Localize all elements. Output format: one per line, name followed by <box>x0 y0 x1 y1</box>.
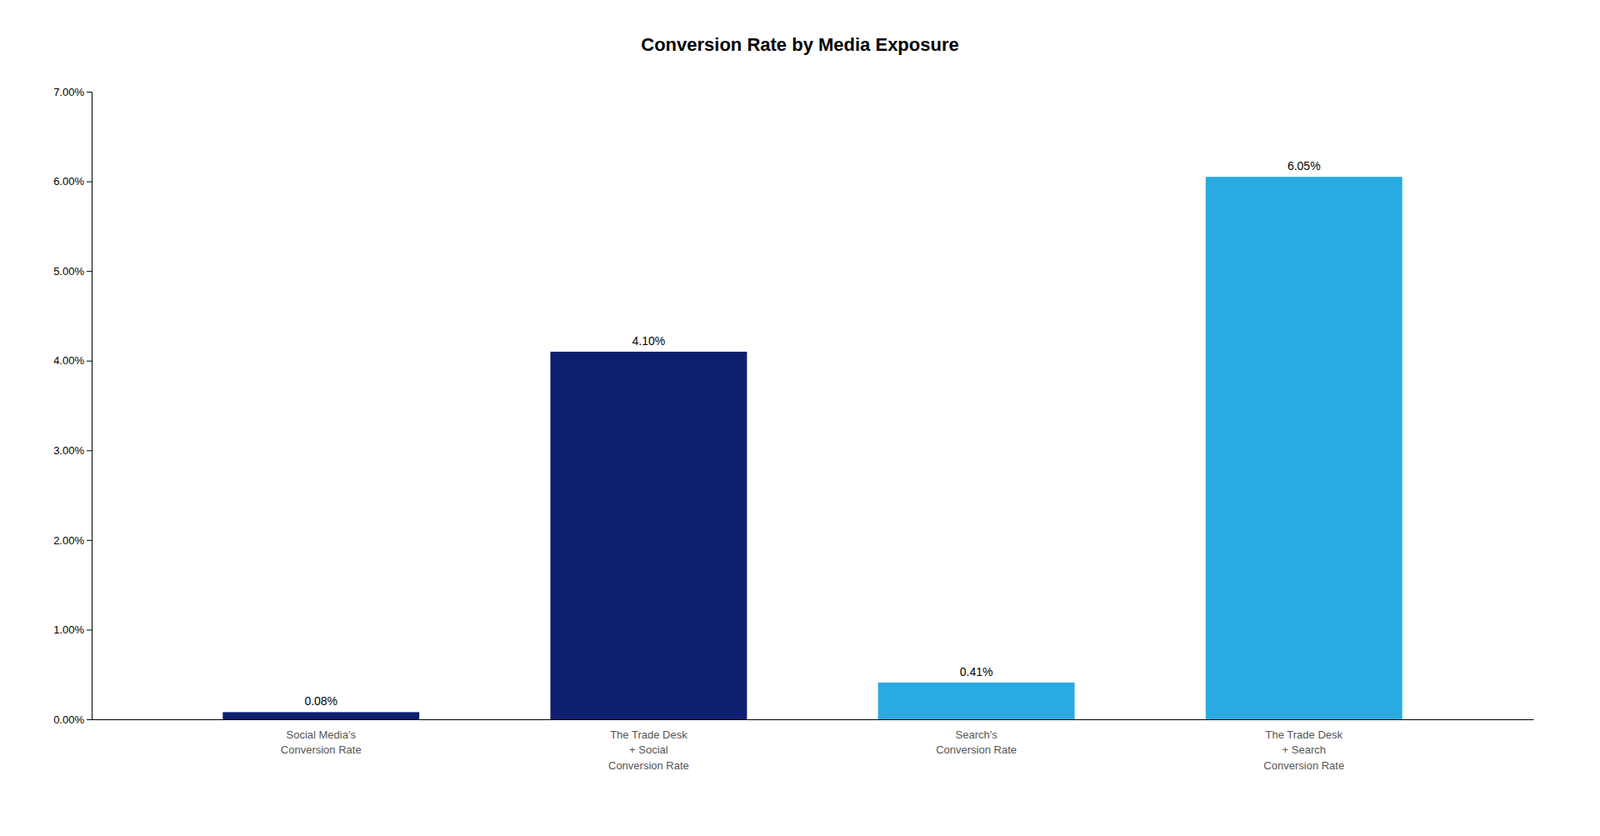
x-tick-label-line: Conversion Rate <box>608 759 690 772</box>
y-tick-mark <box>86 360 92 362</box>
x-tick-label-line: Conversion Rate <box>280 743 362 756</box>
y-tick-mark <box>86 450 92 451</box>
bar <box>1205 176 1403 720</box>
x-tick: The Trade Desk + Social Conversion Rate <box>608 728 690 771</box>
y-tick-mark <box>86 270 92 272</box>
y-tick-label: 1.00% <box>53 623 85 636</box>
x-tick: The Trade Desk + Search Conversion Rate <box>1263 728 1345 771</box>
y-tick: 4.00% <box>53 354 92 367</box>
y-tick: 7.00% <box>53 85 92 99</box>
y-tick-mark <box>86 629 92 630</box>
y-tick: 2.00% <box>53 534 92 547</box>
x-tick-label-line: + Search <box>1282 743 1326 756</box>
x-tick-label: Social Media's Conversion Rate <box>280 728 362 756</box>
title: Conversion Rate by Media Exposure <box>640 34 959 55</box>
y-tick: 3.00% <box>53 444 92 457</box>
x-tick-label-line: Social Media's <box>286 728 357 741</box>
y-tick-label: 7.00% <box>53 85 85 99</box>
x-tick-label-line: Search's <box>955 728 999 741</box>
y-tick: 1.00% <box>53 623 92 636</box>
y-tick-label: 4.00% <box>53 354 85 367</box>
y-tick-label: 3.00% <box>53 444 85 457</box>
x-tick-label: The Trade Desk + Social Conversion Rate <box>608 728 690 771</box>
y-tick-label: 5.00% <box>53 265 85 278</box>
data-label: 4.10% <box>632 334 666 348</box>
y-tick-label: 0.00% <box>53 713 85 726</box>
y-tick-label: 2.00% <box>53 534 85 547</box>
y-tick-mark <box>86 540 92 541</box>
data-label: 6.05% <box>1287 159 1321 173</box>
bar <box>222 711 420 720</box>
y-tick-label: 6.00% <box>53 175 85 188</box>
bar <box>878 682 1075 720</box>
y-axis: 0.00% 1.00% 2.00% 3.00% 4.00% 5.00% 6.00% 7.00% <box>53 85 92 726</box>
x-axis: Social Media'sConversion RateThe Trade D… <box>92 720 1535 772</box>
y-tick: 0.00% <box>53 713 92 726</box>
data-label: 0.08% <box>304 694 338 708</box>
y-tick-mark <box>86 91 92 93</box>
x-tick-label-line: + Social <box>629 743 669 756</box>
bars <box>222 176 1402 720</box>
y-tick-mark <box>86 719 92 720</box>
data-label: 0.41% <box>960 665 994 679</box>
x-tick-label-line: The Trade Desk <box>610 728 688 741</box>
y-tick: 5.00% <box>53 265 92 278</box>
y-axis-line <box>86 92 93 720</box>
x-tick-label-line: The Trade Desk <box>1265 728 1344 741</box>
x-axis-line <box>92 719 1535 720</box>
x-tick: Search's Conversion Rate <box>935 728 1017 756</box>
data-labels: 0.08% 4.10% 0.41% 6.05% <box>304 159 1320 708</box>
y-tick-mark <box>86 181 92 183</box>
bar <box>550 351 747 720</box>
y-tick: 6.00% <box>53 175 92 188</box>
x-tick-label-line: Conversion Rate <box>935 743 1017 756</box>
x-tick-label: The Trade Desk + Search Conversion Rate <box>1263 728 1345 771</box>
chart: Conversion Rate by Media Exposure 0.00% 1.… <box>0 0 1600 836</box>
x-tick-label: Search's Conversion Rate <box>935 728 1017 756</box>
x-tick: Social Media's Conversion Rate <box>280 728 362 756</box>
x-tick-label-line: Conversion Rate <box>1263 759 1345 772</box>
plot: 0.00% 1.00% 2.00% 3.00% 4.00% 5.00% 6.00% 7.00%… <box>53 85 1534 772</box>
